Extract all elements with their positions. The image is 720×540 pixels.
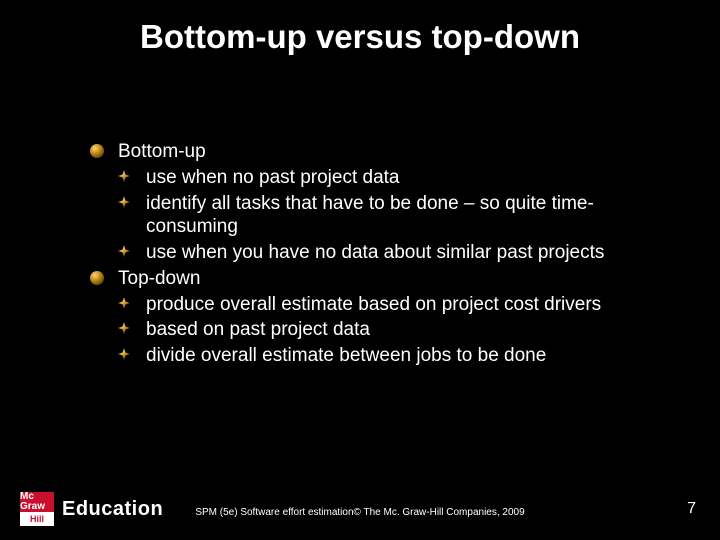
logo-mark: Mc Graw Hill bbox=[20, 492, 54, 526]
bullet-star-icon bbox=[118, 322, 130, 334]
publisher-logo: Mc Graw Hill Education bbox=[20, 492, 163, 526]
bullet-sphere-icon bbox=[90, 144, 104, 158]
list-item-label: produce overall estimate based on projec… bbox=[146, 294, 601, 315]
bullet-star-icon bbox=[118, 245, 130, 257]
list-item-label: based on past project data bbox=[146, 319, 370, 340]
list-item-level2: produce overall estimate based on projec… bbox=[118, 293, 660, 317]
logo-mark-top: Mc Graw bbox=[20, 492, 54, 512]
slide-content: Bottom-up use when no past project data … bbox=[90, 140, 660, 370]
bullet-sphere-icon bbox=[90, 271, 104, 285]
bullet-star-icon bbox=[118, 170, 130, 182]
list-item-label: Bottom-up bbox=[118, 141, 206, 162]
bullet-star-icon bbox=[118, 348, 130, 360]
list-item-level2: based on past project data bbox=[118, 318, 660, 342]
logo-text: Education bbox=[62, 498, 163, 521]
list-item-level2: divide overall estimate between jobs to … bbox=[118, 344, 660, 368]
list-item-level1: Top-down produce overall estimate based … bbox=[90, 267, 660, 368]
logo-mark-bottom: Hill bbox=[20, 512, 54, 526]
bullet-star-icon bbox=[118, 297, 130, 309]
slide-title: Bottom-up versus top-down bbox=[0, 18, 720, 56]
list-item-level1: Bottom-up use when no past project data … bbox=[90, 140, 660, 265]
bullet-star-icon bbox=[118, 196, 130, 208]
list-item-label: divide overall estimate between jobs to … bbox=[146, 345, 546, 366]
list-item-level2: identify all tasks that have to be done … bbox=[118, 192, 660, 240]
list-item-label: identify all tasks that have to be done … bbox=[146, 193, 594, 238]
slide: Bottom-up versus top-down Bottom-up use … bbox=[0, 0, 720, 540]
list-item-level2: use when you have no data about similar … bbox=[118, 241, 660, 265]
list-item-label: Top-down bbox=[118, 268, 200, 289]
list-item-label: use when you have no data about similar … bbox=[146, 242, 604, 263]
page-number: 7 bbox=[687, 500, 696, 518]
list-item-label: use when no past project data bbox=[146, 167, 400, 188]
list-item-level2: use when no past project data bbox=[118, 166, 660, 190]
